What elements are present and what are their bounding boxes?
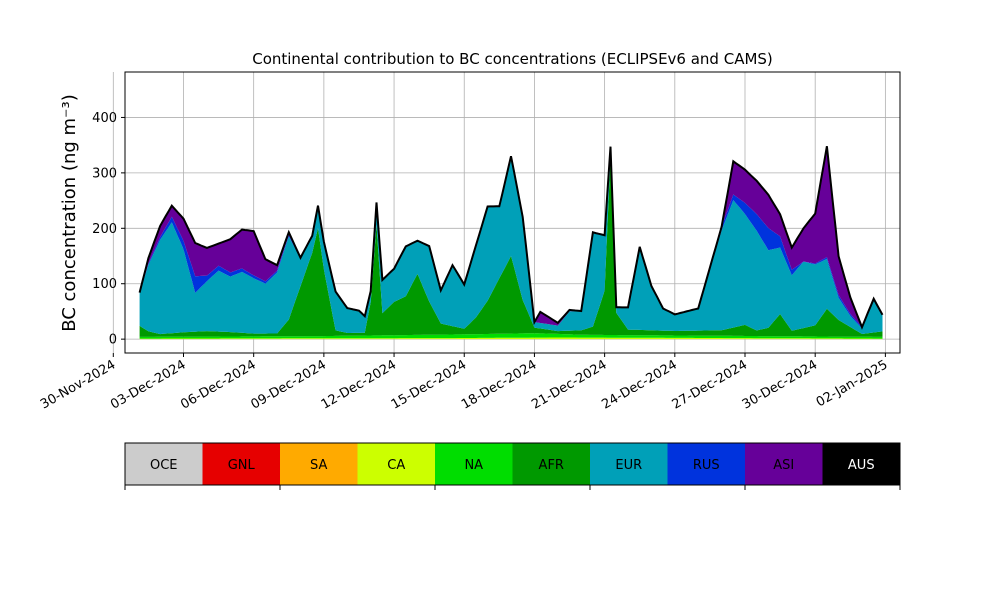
legend-swatch-ca — [357, 443, 435, 485]
legend-swatch-eur — [590, 443, 668, 485]
y-tick-label: 200 — [92, 222, 117, 237]
area-rus — [139, 146, 883, 329]
stacked-areas — [138, 146, 884, 340]
legend-swatch-gnl — [202, 443, 280, 485]
legend-label-rus: RUS — [693, 458, 720, 473]
legend-swatch-na — [435, 443, 513, 485]
y-tick-label: 400 — [92, 111, 117, 126]
legend-label-gnl: GNL — [228, 458, 256, 473]
area-ca — [139, 337, 883, 340]
legend-label-asi: ASI — [773, 458, 794, 473]
area-afr — [139, 157, 883, 337]
y-tick-label: 0 — [109, 333, 117, 348]
legend-label-sa: SA — [310, 458, 327, 473]
legend-swatch-rus — [667, 443, 745, 485]
legend-swatch-sa — [280, 443, 358, 485]
legend-frame — [124, 442, 901, 486]
y-axis-label: BC concentration (ng m⁻³) — [59, 94, 80, 332]
legend-colorbar: OCE GNL SA CA NA AFR EUR RUS ASI AUS — [124, 442, 901, 490]
area-na — [139, 333, 883, 339]
y-tick-label: 100 — [92, 277, 117, 292]
legend-label-ca: CA — [387, 458, 405, 473]
legend-label-aus: AUS — [848, 458, 875, 473]
chart-title: Continental contribution to BC concentra… — [252, 50, 773, 68]
axes-frame — [124, 71, 901, 354]
y-tick-label: 300 — [92, 166, 117, 181]
total-line — [138, 146, 884, 330]
legend-label-na: NA — [464, 458, 483, 473]
legend-swatch-asi — [745, 443, 823, 485]
legend-label-afr: AFR — [539, 458, 564, 473]
area-eur — [139, 146, 883, 335]
legend-swatch-oce — [125, 443, 203, 485]
legend-label-eur: EUR — [615, 458, 642, 473]
legend-swatch-afr — [512, 443, 590, 485]
legend-swatch-aus — [822, 443, 900, 485]
legend-label-oce: OCE — [150, 458, 178, 473]
